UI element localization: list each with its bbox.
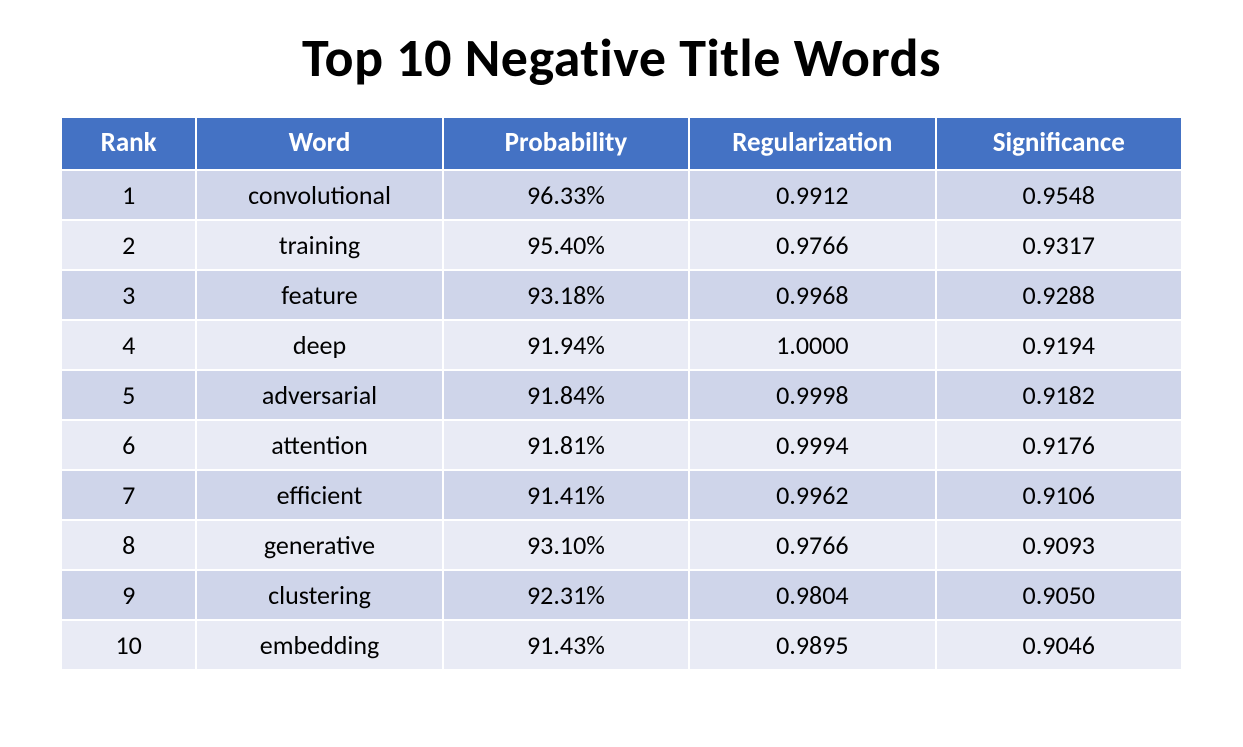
cell-sig: 0.9093 xyxy=(937,521,1181,569)
cell-prob: 91.94% xyxy=(444,321,688,369)
table-body: 1convolutional96.33%0.99120.95482trainin… xyxy=(62,171,1181,669)
cell-reg: 0.9895 xyxy=(690,621,934,669)
data-table: Rank Word Probability Regularization Sig… xyxy=(60,116,1183,671)
cell-word: embedding xyxy=(197,621,441,669)
cell-sig: 0.9288 xyxy=(937,271,1181,319)
cell-reg: 1.0000 xyxy=(690,321,934,369)
cell-prob: 93.10% xyxy=(444,521,688,569)
cell-prob: 93.18% xyxy=(444,271,688,319)
cell-rank: 9 xyxy=(62,571,195,619)
col-header-rank: Rank xyxy=(62,118,195,169)
cell-reg: 0.9994 xyxy=(690,421,934,469)
table-row: 3feature93.18%0.99680.9288 xyxy=(62,271,1181,319)
page-container: Top 10 Negative Title Words Rank Word Pr… xyxy=(0,0,1243,671)
cell-word: feature xyxy=(197,271,441,319)
cell-prob: 92.31% xyxy=(444,571,688,619)
table-row: 10embedding91.43%0.98950.9046 xyxy=(62,621,1181,669)
cell-reg: 0.9998 xyxy=(690,371,934,419)
cell-sig: 0.9548 xyxy=(937,171,1181,219)
col-header-prob: Probability xyxy=(444,118,688,169)
col-header-reg: Regularization xyxy=(690,118,934,169)
cell-rank: 3 xyxy=(62,271,195,319)
col-header-word: Word xyxy=(197,118,441,169)
table-row: 1convolutional96.33%0.99120.9548 xyxy=(62,171,1181,219)
cell-word: deep xyxy=(197,321,441,369)
cell-sig: 0.9046 xyxy=(937,621,1181,669)
cell-sig: 0.9176 xyxy=(937,421,1181,469)
cell-word: training xyxy=(197,221,441,269)
cell-prob: 91.43% xyxy=(444,621,688,669)
cell-rank: 2 xyxy=(62,221,195,269)
cell-prob: 95.40% xyxy=(444,221,688,269)
cell-rank: 1 xyxy=(62,171,195,219)
cell-word: attention xyxy=(197,421,441,469)
cell-sig: 0.9317 xyxy=(937,221,1181,269)
table-row: 7efficient91.41%0.99620.9106 xyxy=(62,471,1181,519)
cell-reg: 0.9968 xyxy=(690,271,934,319)
cell-reg: 0.9766 xyxy=(690,221,934,269)
cell-rank: 4 xyxy=(62,321,195,369)
col-header-sig: Significance xyxy=(937,118,1181,169)
cell-rank: 5 xyxy=(62,371,195,419)
cell-word: clustering xyxy=(197,571,441,619)
table-row: 2training95.40%0.97660.9317 xyxy=(62,221,1181,269)
cell-sig: 0.9194 xyxy=(937,321,1181,369)
cell-word: efficient xyxy=(197,471,441,519)
cell-rank: 6 xyxy=(62,421,195,469)
cell-prob: 91.41% xyxy=(444,471,688,519)
cell-reg: 0.9962 xyxy=(690,471,934,519)
cell-word: convolutional xyxy=(197,171,441,219)
cell-rank: 10 xyxy=(62,621,195,669)
cell-rank: 8 xyxy=(62,521,195,569)
cell-reg: 0.9766 xyxy=(690,521,934,569)
page-title: Top 10 Negative Title Words xyxy=(60,25,1183,91)
table-row: 9clustering92.31%0.98040.9050 xyxy=(62,571,1181,619)
cell-word: adversarial xyxy=(197,371,441,419)
cell-word: generative xyxy=(197,521,441,569)
table-row: 4deep91.94%1.00000.9194 xyxy=(62,321,1181,369)
table-row: 6attention91.81%0.99940.9176 xyxy=(62,421,1181,469)
cell-sig: 0.9050 xyxy=(937,571,1181,619)
table-row: 8generative93.10%0.97660.9093 xyxy=(62,521,1181,569)
cell-reg: 0.9912 xyxy=(690,171,934,219)
cell-sig: 0.9106 xyxy=(937,471,1181,519)
cell-reg: 0.9804 xyxy=(690,571,934,619)
cell-prob: 96.33% xyxy=(444,171,688,219)
cell-prob: 91.84% xyxy=(444,371,688,419)
cell-prob: 91.81% xyxy=(444,421,688,469)
table-row: 5adversarial91.84%0.99980.9182 xyxy=(62,371,1181,419)
cell-sig: 0.9182 xyxy=(937,371,1181,419)
cell-rank: 7 xyxy=(62,471,195,519)
table-header-row: Rank Word Probability Regularization Sig… xyxy=(62,118,1181,169)
